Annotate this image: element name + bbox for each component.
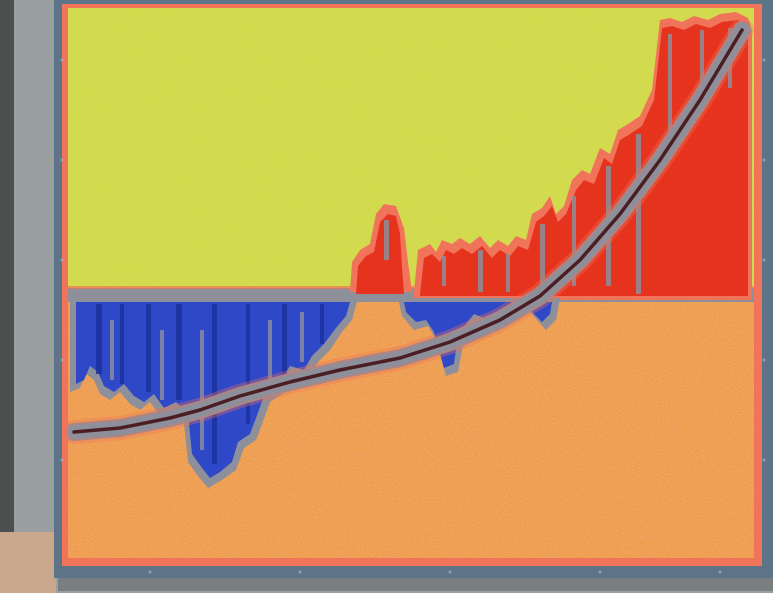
wall-shadow-left [0,0,14,593]
painting-canvas [68,8,754,558]
blue-dark-strokes [96,304,324,464]
floor-corner [0,532,56,593]
red-mass [356,20,748,296]
blue-mass [76,302,552,478]
blue-grey-drips [110,312,304,450]
trend-line [72,28,744,434]
frame-rivets [60,58,766,574]
